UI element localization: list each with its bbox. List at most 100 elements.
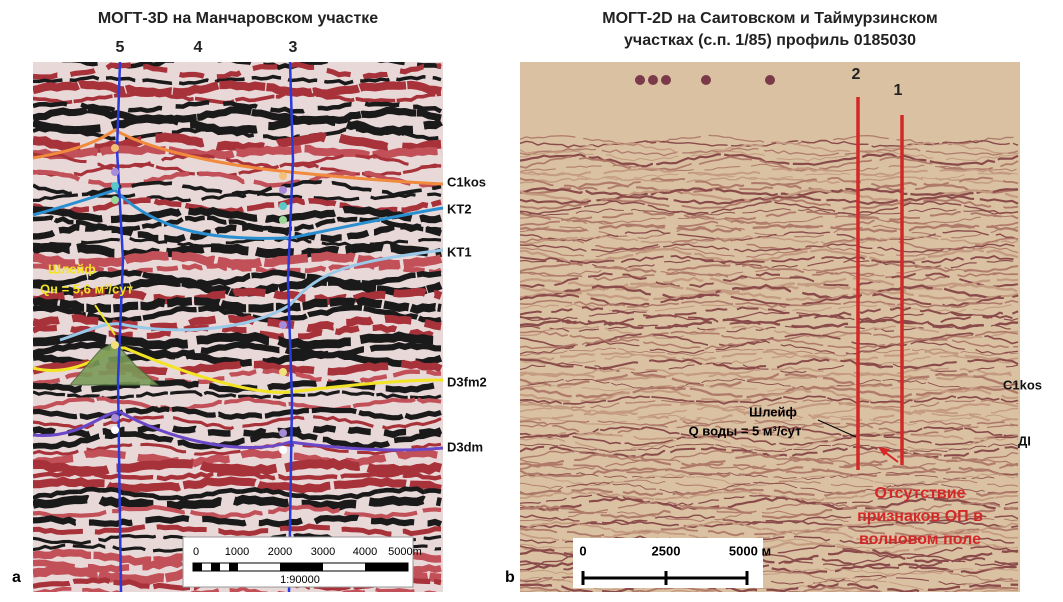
left-horizons bbox=[32, 61, 444, 593]
right-overlays bbox=[573, 75, 904, 588]
seismic-trace bbox=[520, 289, 1019, 302]
seismic-trace bbox=[520, 472, 1019, 481]
seismic-trace bbox=[33, 442, 442, 456]
right-title: участках (с.п. 1/85) профиль 0185030 bbox=[624, 32, 916, 49]
horizon-label: C1kos bbox=[1003, 377, 1042, 392]
seismic-trace bbox=[33, 262, 442, 276]
seismic-trace bbox=[520, 372, 1019, 388]
seismic-trace bbox=[520, 383, 1019, 392]
seismic-trace bbox=[520, 366, 1019, 378]
horizon-label: KT2 bbox=[447, 201, 472, 216]
seismic-trace bbox=[33, 286, 443, 306]
seismic-trace bbox=[33, 331, 442, 351]
seismic-trace bbox=[520, 243, 1019, 254]
seismic-trace bbox=[33, 504, 442, 520]
well-label: 4 bbox=[194, 39, 203, 56]
seismic-trace bbox=[520, 399, 1019, 410]
seismic-trace bbox=[520, 207, 1019, 216]
seismic-trace bbox=[520, 147, 1019, 157]
well-label: 2 bbox=[852, 66, 861, 83]
seismic-trace bbox=[520, 187, 1019, 197]
seismic-trace bbox=[33, 430, 442, 451]
seismic-trace bbox=[520, 443, 1019, 453]
well-label: 3 bbox=[289, 39, 298, 56]
seismic-trace bbox=[33, 379, 442, 394]
seismic-trace bbox=[520, 310, 1019, 322]
seismic-trace bbox=[33, 341, 442, 359]
seismic-trace bbox=[520, 409, 1018, 423]
seismic-trace bbox=[33, 523, 442, 537]
seismic-trace bbox=[520, 496, 1018, 512]
seismic-trace bbox=[33, 470, 442, 482]
seismic-trace bbox=[520, 528, 1019, 543]
scale-ratio: 1:90000 bbox=[280, 574, 320, 586]
seismic-trace bbox=[520, 262, 1019, 274]
seismic-trace bbox=[520, 462, 1019, 474]
scale-label: 2500 bbox=[652, 543, 681, 558]
seismic-trace bbox=[520, 237, 1019, 251]
seismic-trace bbox=[520, 452, 1019, 468]
seismic-trace bbox=[520, 378, 1019, 390]
seismic-trace bbox=[33, 269, 442, 287]
seismic-trace bbox=[33, 169, 442, 188]
seismic-trace bbox=[520, 414, 1019, 426]
seismic-trace bbox=[33, 314, 442, 333]
seismic-trace bbox=[520, 458, 1019, 471]
seismic-trace bbox=[520, 181, 1019, 195]
seismic-trace bbox=[33, 457, 443, 476]
seismic-trace bbox=[520, 504, 1019, 520]
seismic-trace bbox=[33, 74, 442, 86]
left-seismic bbox=[33, 62, 443, 592]
seismic-trace bbox=[520, 431, 1019, 441]
seismic-trace bbox=[520, 466, 1019, 478]
seismic-trace bbox=[520, 535, 1019, 545]
seismic-trace bbox=[33, 390, 442, 400]
seismic-trace bbox=[520, 338, 1019, 350]
seismic-trace bbox=[520, 248, 1019, 264]
scale-label: 5000 м bbox=[729, 543, 771, 558]
seismic-trace bbox=[520, 526, 1019, 538]
well-label: 1 bbox=[894, 82, 903, 99]
note: Отсутствие bbox=[875, 485, 966, 502]
annotation: Шлейф bbox=[48, 261, 96, 276]
seismic-trace bbox=[520, 235, 1019, 246]
scale-label: 5000m bbox=[388, 546, 422, 558]
seismic-trace bbox=[520, 176, 1019, 185]
panel-letter: b bbox=[505, 569, 515, 586]
seismic-trace bbox=[33, 405, 442, 421]
seismic-trace bbox=[520, 254, 1019, 265]
seismic-trace bbox=[520, 362, 1019, 374]
seismic-trace bbox=[520, 156, 1019, 172]
seismic-trace bbox=[33, 414, 442, 431]
horizon-label: KT1 bbox=[447, 244, 472, 259]
seismic-trace bbox=[520, 395, 1019, 405]
note: волновом поле bbox=[859, 531, 981, 548]
well-label: 5 bbox=[116, 39, 125, 56]
seismic-trace bbox=[520, 266, 1019, 278]
seismic-trace bbox=[520, 271, 1019, 289]
seismic-trace bbox=[520, 324, 1019, 333]
seismic-trace bbox=[33, 205, 443, 224]
seismic-trace bbox=[520, 514, 1019, 526]
seismic-trace bbox=[33, 396, 442, 412]
seismic-trace bbox=[33, 62, 442, 80]
scale-label: 0 bbox=[579, 543, 586, 558]
seismic-trace bbox=[520, 271, 1018, 282]
seismic-trace bbox=[520, 219, 1019, 229]
seismic-trace bbox=[33, 79, 442, 98]
seismic-trace bbox=[520, 163, 1019, 173]
panel-letter: a bbox=[12, 569, 21, 586]
seismic-trace bbox=[520, 493, 1019, 507]
seismic-trace bbox=[520, 318, 1019, 330]
seismic-trace bbox=[33, 106, 442, 126]
horizon-label: C1kos bbox=[447, 174, 486, 189]
seismic-trace bbox=[520, 347, 1019, 357]
left-well-markers bbox=[111, 144, 287, 454]
seismic-trace bbox=[520, 388, 1019, 404]
scale-label: 1000 bbox=[225, 546, 249, 558]
seismic-trace bbox=[520, 340, 1019, 355]
horizon-label: D3fm2 bbox=[447, 374, 487, 389]
seismic-trace bbox=[520, 519, 1019, 529]
seismic-trace bbox=[33, 242, 442, 260]
